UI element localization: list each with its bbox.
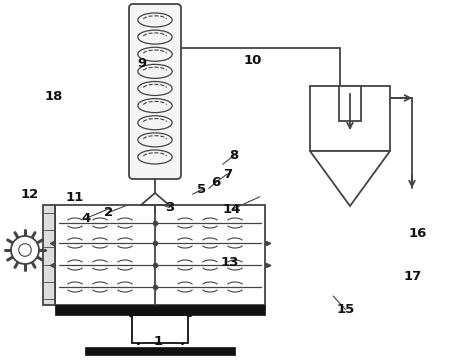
Text: 17: 17 [403,270,421,283]
Bar [85,347,234,355]
Text: 4: 4 [81,212,90,225]
Ellipse shape [138,133,172,147]
Polygon shape [309,151,389,206]
Circle shape [19,244,31,256]
Ellipse shape [138,47,172,61]
Ellipse shape [138,99,172,113]
Bar [55,205,264,305]
Text: 16: 16 [407,227,426,240]
FancyBboxPatch shape [129,4,181,179]
Ellipse shape [138,82,172,96]
Bar [131,315,188,343]
Text: 10: 10 [243,54,262,67]
Text: 13: 13 [220,256,238,269]
Text: 11: 11 [65,191,83,204]
Text: 12: 12 [21,188,39,201]
Text: 7: 7 [222,168,232,180]
Text: 6: 6 [211,176,220,189]
Text: 18: 18 [44,90,63,103]
Ellipse shape [138,150,172,164]
Text: 5: 5 [197,183,206,196]
Bar [55,305,264,315]
Bar [309,86,389,151]
Text: 15: 15 [336,303,354,316]
Text: 9: 9 [137,57,146,70]
Bar [338,86,360,121]
Circle shape [11,236,39,264]
Bar [43,205,55,305]
Text: 14: 14 [222,203,241,216]
Text: 8: 8 [229,149,238,162]
Ellipse shape [138,64,172,78]
Ellipse shape [138,30,172,44]
Polygon shape [141,193,169,205]
Text: 3: 3 [164,201,174,214]
Ellipse shape [138,116,172,130]
Text: 1: 1 [153,335,162,348]
Ellipse shape [138,13,172,27]
Text: 2: 2 [104,206,113,219]
